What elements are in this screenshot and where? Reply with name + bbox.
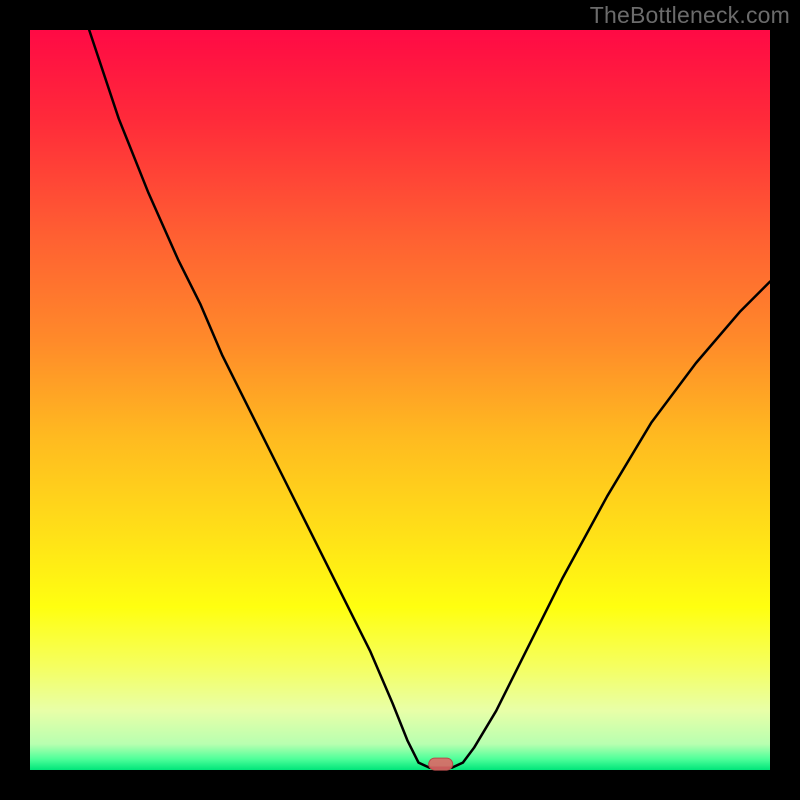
plot-background: [30, 30, 770, 770]
chart-frame: TheBottleneck.com: [0, 0, 800, 800]
sweet-spot-marker: [429, 758, 453, 770]
watermark-text: TheBottleneck.com: [590, 2, 790, 29]
bottleneck-curve-plot: [0, 0, 800, 800]
